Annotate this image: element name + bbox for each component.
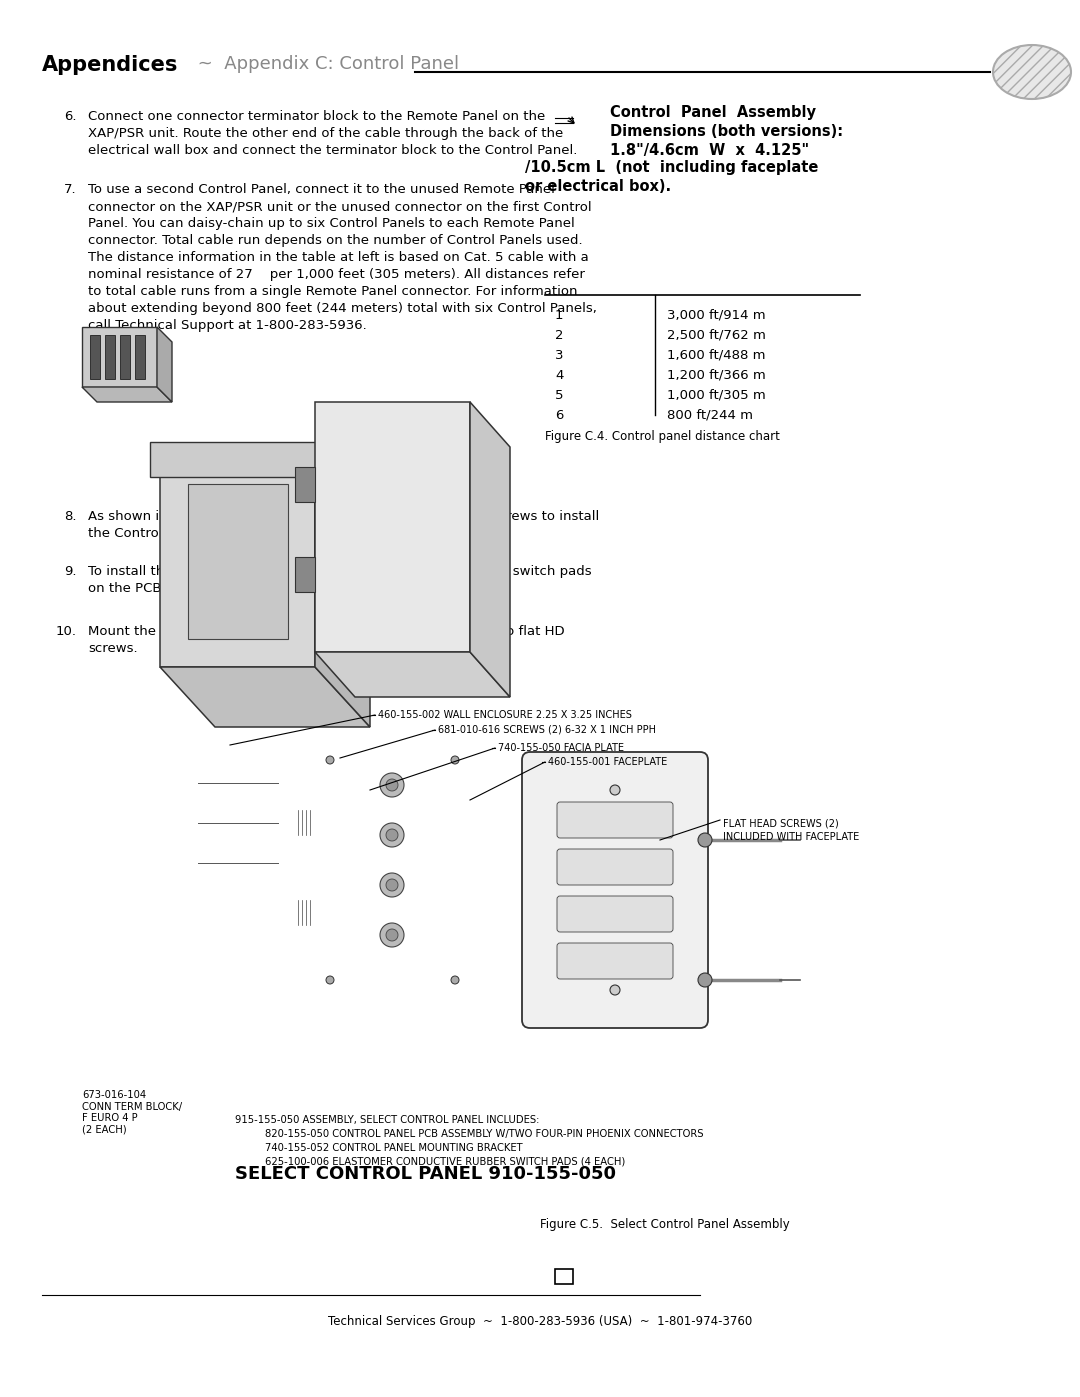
Polygon shape [160,457,315,666]
Circle shape [610,785,620,795]
Circle shape [380,873,404,897]
Polygon shape [315,402,470,652]
Circle shape [451,977,459,983]
Text: Appendices: Appendices [42,54,178,75]
Polygon shape [157,327,172,402]
Text: 681-010-616 SCREWS (2) 6-32 X 1 INCH PPH: 681-010-616 SCREWS (2) 6-32 X 1 INCH PPH [438,725,656,735]
Circle shape [698,833,712,847]
Text: 1: 1 [555,309,564,321]
Text: 10.: 10. [56,624,77,638]
FancyBboxPatch shape [522,752,708,1028]
Circle shape [380,823,404,847]
Text: to total cable runs from a single Remote Panel connector. For information: to total cable runs from a single Remote… [87,285,578,298]
Circle shape [326,977,334,983]
Circle shape [386,879,399,891]
Text: 460-155-002 WALL ENCLOSURE 2.25 X 3.25 INCHES: 460-155-002 WALL ENCLOSURE 2.25 X 3.25 I… [378,710,632,719]
Polygon shape [82,387,172,402]
Polygon shape [315,457,370,726]
Circle shape [380,773,404,798]
Text: Connect one connector terminator block to the Remote Panel on the: Connect one connector terminator block t… [87,110,545,123]
Text: 2,500 ft/762 m: 2,500 ft/762 m [667,330,766,342]
Text: about extending beyond 800 feet (244 meters) total with six Control Panels,: about extending beyond 800 feet (244 met… [87,302,597,314]
Circle shape [451,756,459,764]
Text: 6.: 6. [64,110,77,123]
Text: 1,200 ft/366 m: 1,200 ft/366 m [667,369,766,381]
Circle shape [610,985,620,995]
Text: 740-155-050 FACIA PLATE: 740-155-050 FACIA PLATE [498,743,624,753]
Text: 4: 4 [555,369,564,381]
Text: SELECT CONTROL PANEL 910-155-050: SELECT CONTROL PANEL 910-155-050 [235,1165,616,1183]
FancyBboxPatch shape [557,849,673,886]
FancyBboxPatch shape [557,943,673,979]
Text: 800 ft/244 m: 800 ft/244 m [667,409,753,422]
Polygon shape [295,557,315,592]
Polygon shape [150,441,325,476]
Text: 1,600 ft/488 m: 1,600 ft/488 m [667,349,766,362]
Polygon shape [315,652,510,697]
Polygon shape [82,327,157,387]
Ellipse shape [993,45,1071,99]
Text: connector on the XAP/PSR unit or the unused connector on the first Control: connector on the XAP/PSR unit or the unu… [87,200,592,212]
Text: 740-155-052 CONTROL PANEL MOUNTING BRACKET: 740-155-052 CONTROL PANEL MOUNTING BRACK… [265,1143,523,1153]
FancyBboxPatch shape [557,895,673,932]
Text: 89: 89 [1014,57,1050,81]
Text: 8.: 8. [64,510,77,522]
Text: 9.: 9. [64,564,77,578]
Circle shape [326,756,334,764]
Text: 2: 2 [555,330,564,342]
Text: 1.8"/4.6cm  W  x  4.125": 1.8"/4.6cm W x 4.125" [610,142,809,158]
Text: The distance information in the table at left is based on Cat. 5 cable with a: The distance information in the table at… [87,251,589,264]
Text: Figure C.5.  Select Control Panel Assembly: Figure C.5. Select Control Panel Assembl… [540,1218,789,1231]
Text: 673-016-104
CONN TERM BLOCK/
F EURO 4 P
(2 EACH): 673-016-104 CONN TERM BLOCK/ F EURO 4 P … [82,1090,183,1134]
Text: Mount the faceplate over the rubber switch pads, using the two flat HD: Mount the faceplate over the rubber swit… [87,624,565,638]
Text: 7.: 7. [64,183,77,196]
Polygon shape [295,467,315,502]
Text: call Technical Support at 1-800-283-5936.: call Technical Support at 1-800-283-5936… [87,319,367,332]
Text: FLAT HEAD SCREWS (2): FLAT HEAD SCREWS (2) [723,819,839,828]
Text: 6: 6 [555,409,564,422]
Text: As shown in Figures C.5 and C.6, use the supplied pan-head screws to install: As shown in Figures C.5 and C.6, use the… [87,510,599,522]
Text: Dimensions (both versions):: Dimensions (both versions): [610,124,843,138]
Text: To use a second Control Panel, connect it to the unused Remote Panel: To use a second Control Panel, connect i… [87,183,555,196]
Text: INCLUDED WITH FACEPLATE: INCLUDED WITH FACEPLATE [723,833,860,842]
Text: 820-155-050 CONTROL PANEL PCB ASSEMBLY W/TWO FOUR-PIN PHOENIX CONNECTORS: 820-155-050 CONTROL PANEL PCB ASSEMBLY W… [265,1129,703,1139]
Text: screws.: screws. [87,643,137,655]
Text: electrical wall box and connect the terminator block to the Control Panel.: electrical wall box and connect the term… [87,144,578,156]
Text: 3: 3 [555,349,564,362]
Text: To install the facia plate, position it over the conductive rubber switch pads: To install the facia plate, position it … [87,564,592,578]
Text: 5: 5 [555,388,564,402]
Text: nominal resistance of 27    per 1,000 feet (305 meters). All distances refer: nominal resistance of 27 per 1,000 feet … [87,268,585,281]
Text: on the PCB assembly, as shown in Figures C.5 and C.6.: on the PCB assembly, as shown in Figures… [87,583,454,595]
Text: Panel. You can daisy-chain up to six Control Panels to each Remote Panel: Panel. You can daisy-chain up to six Con… [87,217,575,231]
Text: ~  Appendix C: Control Panel: ~ Appendix C: Control Panel [192,54,459,73]
Text: 460-155-001 FACEPLATE: 460-155-001 FACEPLATE [548,757,667,767]
Circle shape [698,972,712,988]
Text: 1,000 ft/305 m: 1,000 ft/305 m [667,388,766,402]
Text: 915-155-050 ASSEMBLY, SELECT CONTROL PANEL INCLUDES:: 915-155-050 ASSEMBLY, SELECT CONTROL PAN… [235,1115,539,1125]
Text: connector. Total cable run depends on the number of Control Panels used.: connector. Total cable run depends on th… [87,235,582,247]
Text: 625-100-006 ELASTOMER CONDUCTIVE RUBBER SWITCH PADS (4 EACH): 625-100-006 ELASTOMER CONDUCTIVE RUBBER … [265,1157,625,1166]
Polygon shape [90,335,100,379]
Polygon shape [120,335,130,379]
Text: XAP/PSR unit. Route the other end of the cable through the back of the: XAP/PSR unit. Route the other end of the… [87,127,564,140]
Text: 3,000 ft/914 m: 3,000 ft/914 m [667,309,766,321]
Text: Technical Services Group  ~  1-800-283-5936 (USA)  ~  1-801-974-3760: Technical Services Group ~ 1-800-283-593… [328,1315,752,1329]
Circle shape [380,923,404,947]
Circle shape [386,929,399,942]
FancyBboxPatch shape [557,802,673,838]
Text: /10.5cm L  (not  including faceplate: /10.5cm L (not including faceplate [525,161,819,175]
Text: the Control Panel PCB assembly to the electrical wall box.: the Control Panel PCB assembly to the el… [87,527,473,541]
Text: Control  Panel  Assembly: Control Panel Assembly [610,105,816,120]
Circle shape [386,828,399,841]
Circle shape [386,780,399,791]
Polygon shape [188,483,288,638]
Polygon shape [160,666,370,726]
Text: or electrical box).: or electrical box). [525,179,671,194]
Polygon shape [135,335,145,379]
Polygon shape [105,335,114,379]
Text: Figure C.4. Control panel distance chart: Figure C.4. Control panel distance chart [545,430,780,443]
Polygon shape [470,402,510,697]
